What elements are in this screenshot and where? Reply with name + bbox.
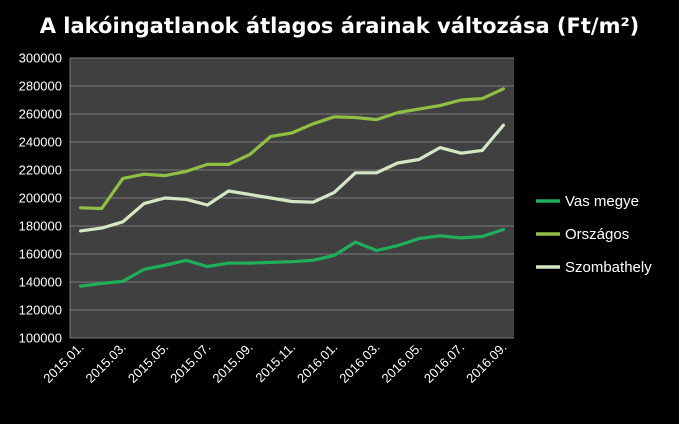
x-tick-label: 2015.09. <box>209 340 255 386</box>
x-tick-label: 2015.11. <box>252 340 298 386</box>
y-tick-label: 100000 <box>19 331 62 346</box>
series-line-3 <box>78 123 505 233</box>
x-tick-label: 2015.05. <box>125 340 171 386</box>
x-tick-label: 2015.07. <box>167 340 213 386</box>
x-tick-label: 2016.03. <box>336 340 382 386</box>
y-tick-label: 200000 <box>19 191 62 206</box>
series-lines <box>78 87 505 288</box>
y-tick-label: 120000 <box>19 303 62 318</box>
legend: Vas megye Országos Szombathely <box>536 193 652 276</box>
y-tick-label: 240000 <box>19 135 62 150</box>
legend-label: Országos <box>565 226 629 243</box>
gridlines <box>70 57 514 339</box>
y-tick-label: 180000 <box>19 219 62 234</box>
y-tick-label: 300000 <box>19 51 62 66</box>
x-tick-label: 2016.09. <box>463 340 509 386</box>
y-tick-label: 220000 <box>19 163 62 178</box>
x-tick-label: 2016.01. <box>294 340 340 386</box>
series-line-2 <box>78 87 505 211</box>
x-tick-label: 2015.01. <box>40 340 86 386</box>
legend-label: Szombathely <box>565 259 652 276</box>
chart-title: A lakóingatlanok átlagos árainak változá… <box>39 14 640 38</box>
y-tick-label: 160000 <box>19 247 62 262</box>
x-tick-label: 2016.07. <box>421 340 467 386</box>
x-axis: 2015.01.2015.03.2015.05.2015.07.2015.09.… <box>40 340 509 386</box>
y-tick-label: 140000 <box>19 275 62 290</box>
legend-label: Vas megye <box>565 193 639 210</box>
x-tick-label: 2015.03. <box>83 340 129 386</box>
y-tick-label: 280000 <box>19 79 62 94</box>
x-tick-label: 2016.05. <box>379 340 425 386</box>
series-line-1 <box>78 227 505 288</box>
y-axis: 100000 120000 140000 160000 180000 200000 2200… <box>19 51 71 346</box>
y-tick-label: 260000 <box>19 107 62 122</box>
